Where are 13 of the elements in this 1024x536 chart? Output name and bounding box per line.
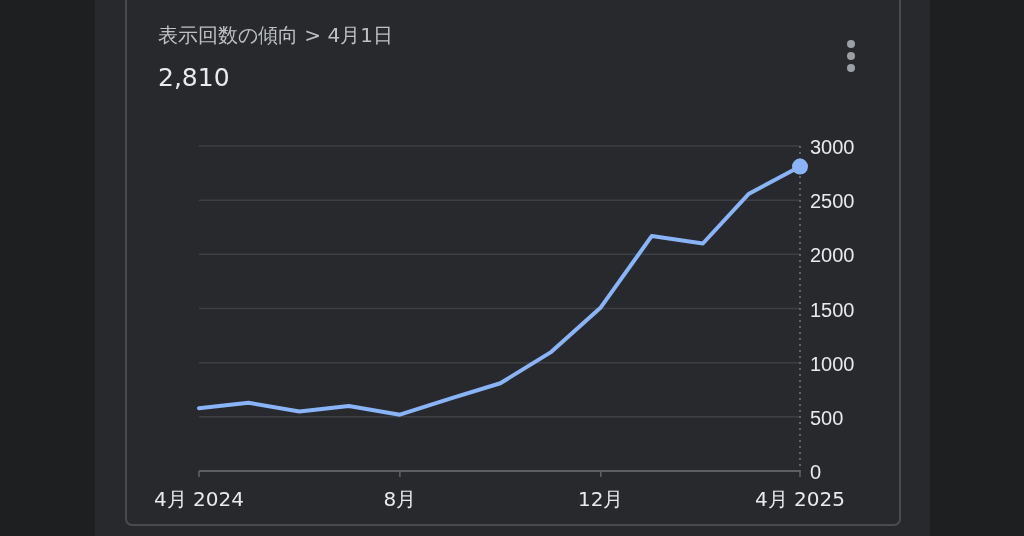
- x-tick-label: 12月: [578, 487, 624, 511]
- y-tick-label: 3000: [810, 136, 855, 158]
- x-tick-label: 4月 2024: [154, 487, 244, 511]
- subtitle: 2,810: [158, 63, 230, 92]
- x-tick-label: 8月: [383, 487, 417, 511]
- y-tick-label: 1000: [810, 352, 855, 375]
- y-tick-label: 1500: [810, 298, 855, 321]
- y-tick-label: 0: [810, 461, 822, 483]
- y-tick-label: 2000: [810, 244, 855, 267]
- y-tick-label: 2500: [810, 190, 855, 213]
- title: 表示回数の傾向 > 4月1日: [158, 23, 393, 47]
- x-tick-label: 4月 2025: [755, 487, 845, 511]
- y-tick-label: 500: [810, 406, 844, 429]
